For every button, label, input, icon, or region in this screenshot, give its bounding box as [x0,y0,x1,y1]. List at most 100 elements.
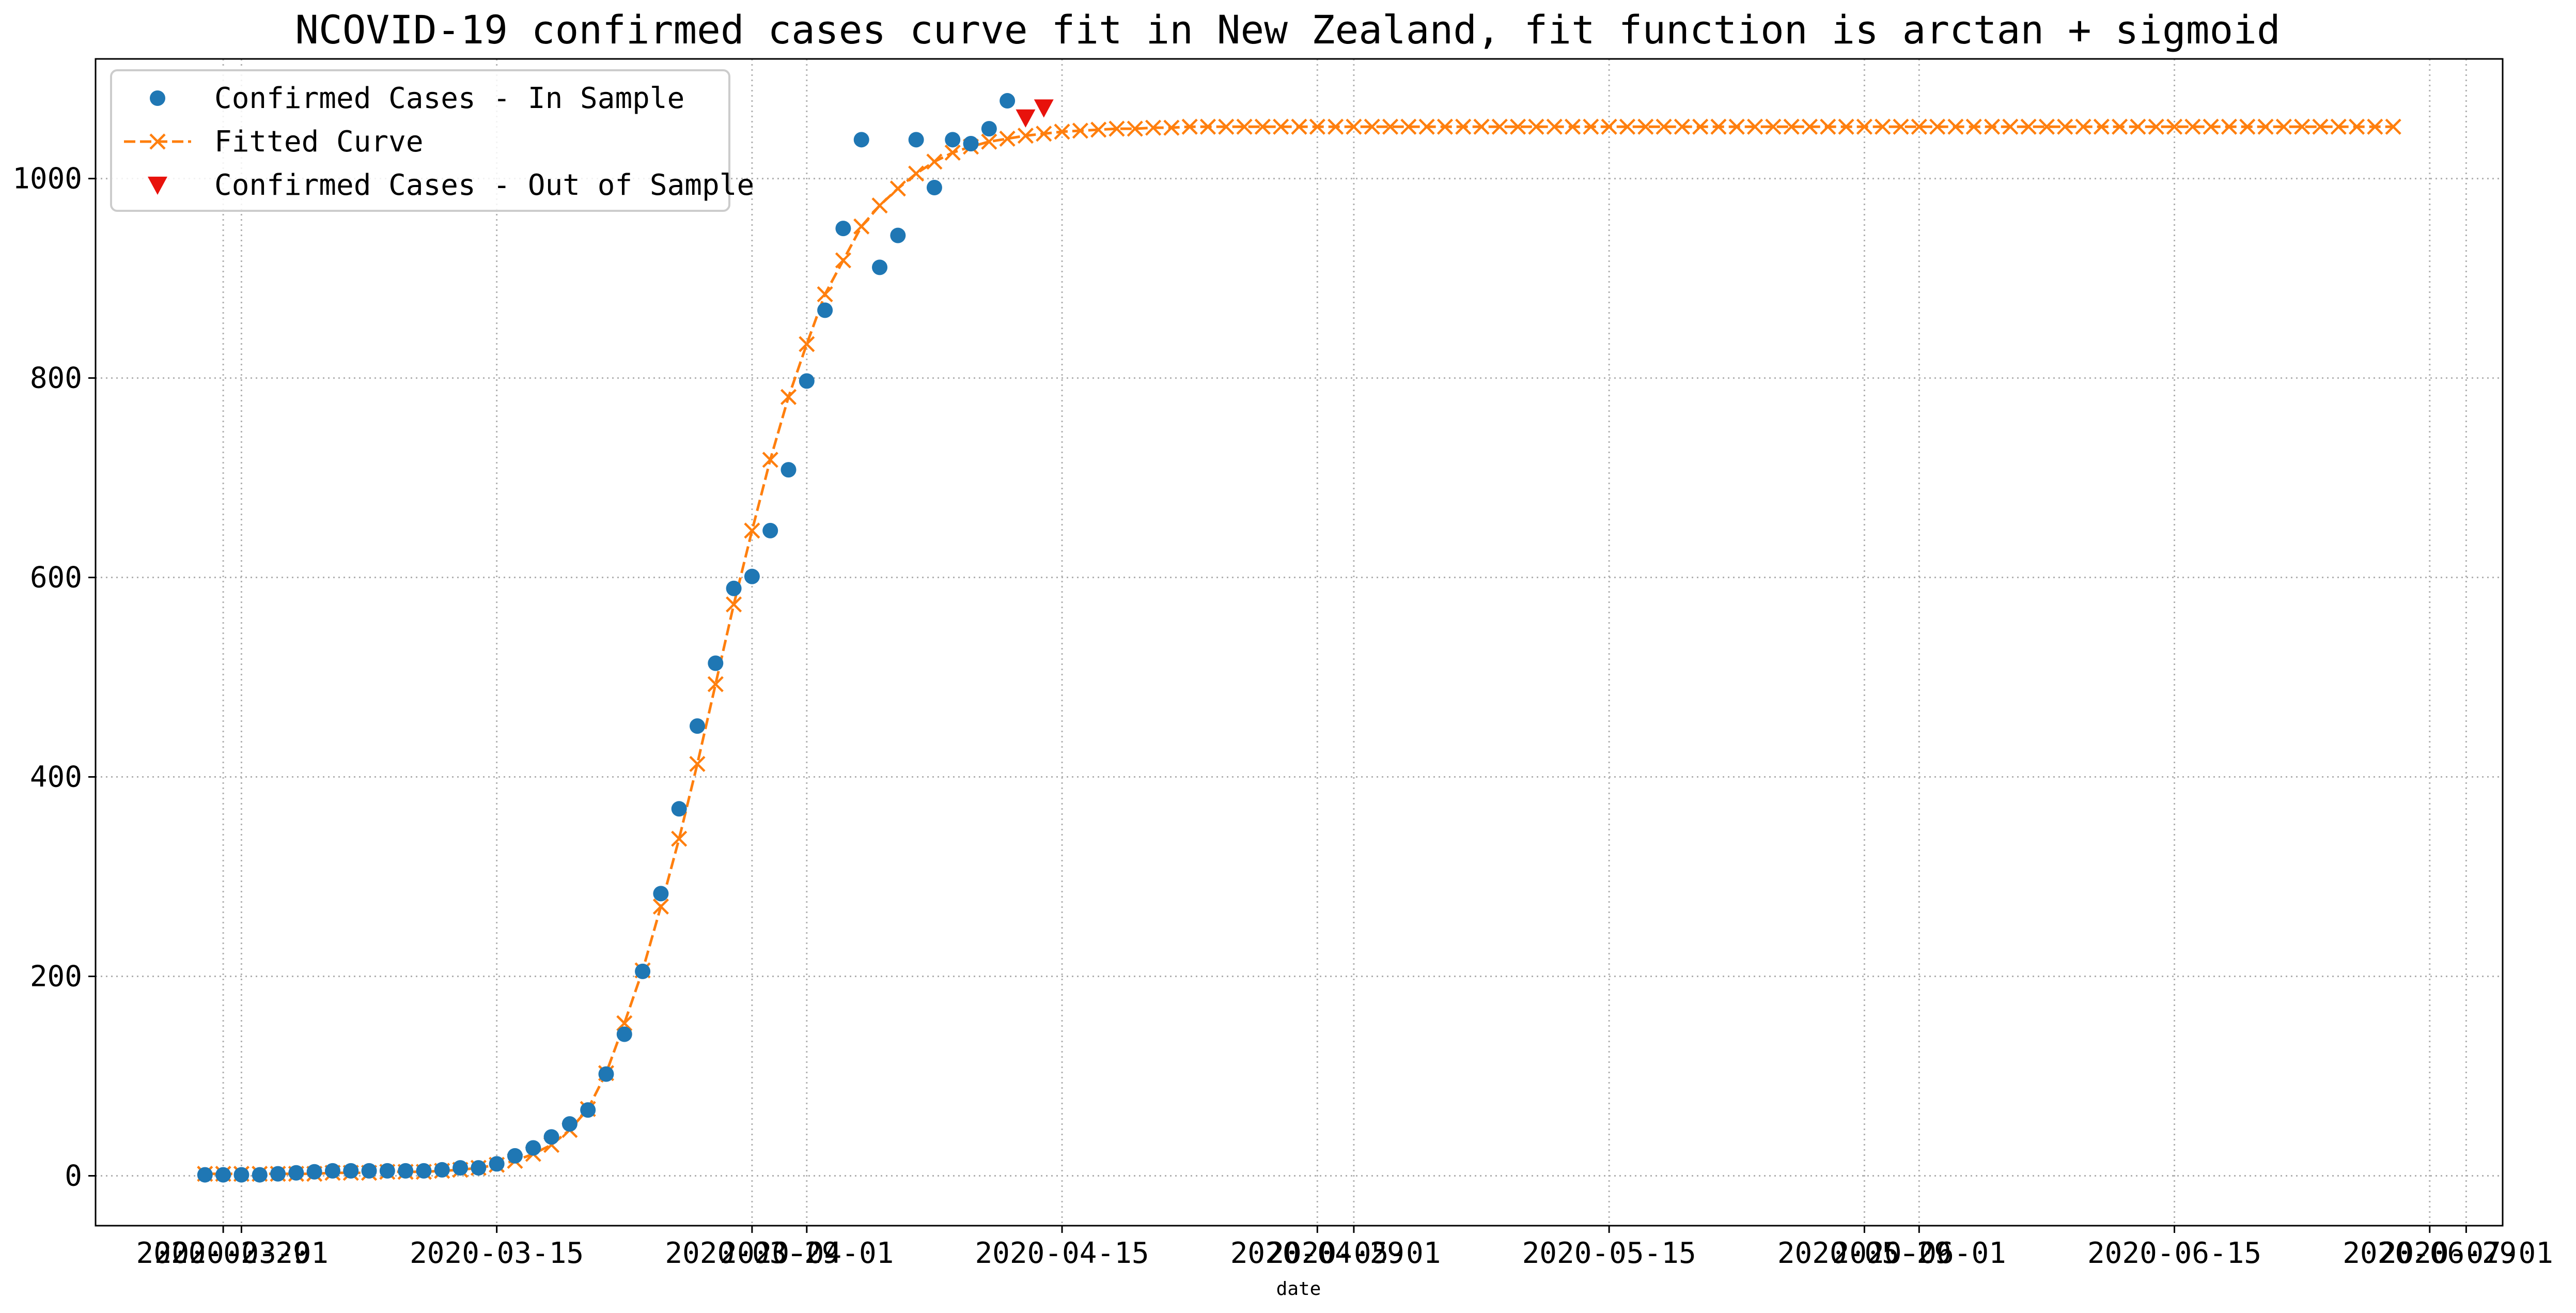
fitted-curve-marker [999,130,1016,147]
fitted-curve-marker [944,144,961,161]
x-tick-label: 2020-04-01 [720,1237,894,1270]
in-sample-point [489,1156,505,1172]
y-tick-label: 400 [30,761,82,794]
fitted-curve-marker [1218,118,1235,135]
legend: Confirmed Cases - In Sample Fitted Curve C… [110,69,754,212]
fitted-curve-marker [1856,118,1872,135]
fitted-curve-marker [1109,120,1125,137]
x-tick-label: 2020-03-01 [154,1237,329,1270]
in-sample-point [561,1116,577,1132]
fitted-curve-marker [2038,118,2055,135]
fitted-curve-marker [2184,118,2201,135]
y-tick-label: 800 [30,362,82,395]
fitted-curve-marker [2330,118,2347,135]
fitted-curve-marker [762,452,778,468]
fitted-curve-marker [2275,118,2292,135]
in-sample-point [306,1164,322,1180]
fitted-curve-marker [1765,118,1782,135]
x-tick-label: 2020-06-15 [2087,1237,2261,1270]
grid [96,59,2503,1226]
fitted-curve-marker [1491,118,1508,135]
fitted-curve-marker [1911,118,1927,135]
fitted-curve-marker [1564,118,1581,135]
in-sample-point [726,580,742,596]
fitted-curve-marker [1875,118,1891,135]
fitted-curve-marker [889,180,906,197]
x-tick-label: 2020-04-29 [1230,1237,1404,1270]
fitted-curve-marker [799,336,815,352]
fitted-curve-marker [1145,119,1162,136]
in-sample-point [471,1160,487,1176]
in-sample-point [780,462,797,478]
fitted-curve-marker [1838,118,1854,135]
x-tick-label: 2020-06-01 [1832,1237,2006,1270]
y-tick-label: 0 [65,1160,82,1193]
fitted-curve-marker [2130,118,2146,135]
fitted-curve-marker [1893,118,1909,135]
fitted-curve-marker [1965,118,1982,135]
fitted-curve-marker [1328,118,1344,135]
in-sample-point [197,1167,213,1183]
fitted-curve-marker [1254,118,1271,135]
fitted-curve-marker [1546,118,1563,135]
fitted-curve-marker [1072,122,1088,139]
series-in-sample [197,93,1016,1183]
out-of-sample-point [1016,109,1036,128]
y-tick-label: 200 [30,960,82,994]
legend-marker-fitted [149,133,166,150]
fitted-curve-marker [1364,118,1380,135]
out-of-sample-point [1034,99,1054,118]
in-sample-point [452,1160,469,1176]
fitted-curve-marker [1236,118,1253,135]
in-sample-point [343,1163,359,1179]
fitted-curve-marker [689,755,706,773]
in-sample-point [252,1167,268,1183]
fitted-curve-marker [1455,118,1472,135]
legend-item: Confirmed Cases - Out of Sample [148,168,754,202]
x-tick-label: 2020-02-29 [136,1237,310,1270]
fitted-curve-marker [1346,118,1362,135]
in-sample-point [324,1163,340,1179]
x-axis-label: date [1276,1278,1321,1300]
fitted-curve-marker [981,133,997,150]
in-sample-point [361,1163,377,1179]
in-sample-point [507,1148,523,1164]
plot-area [197,93,2401,1183]
in-sample-point [981,121,997,137]
in-sample-point [434,1162,450,1178]
fitted-curve-marker [2112,118,2128,135]
in-sample-point [835,221,851,237]
fitted-curve-marker [2057,118,2073,135]
y-tick-label: 1000 [12,162,82,196]
fitted-curve-marker [1674,118,1690,135]
chart-title: NCOVID-19 confirmed cases curve fit in N… [295,7,2281,53]
fitted-curve-marker [1181,118,1198,135]
fitted-curve-marker [1382,118,1399,135]
in-sample-point [817,302,833,318]
fitted-curve-marker [1017,128,1034,144]
in-sample-point [525,1140,541,1156]
fitted-curve-marker [2312,118,2329,135]
fitted-curve-marker [780,389,797,405]
fitted-curve-marker [652,898,669,915]
fitted-curve-marker [1656,118,1672,135]
in-sample-point [762,522,778,538]
fitted-curve-marker [1929,118,1946,135]
in-sample-point [1000,93,1016,109]
in-sample-point [270,1166,286,1182]
fitted-curve-marker [1692,118,1709,135]
x-tick-label: 2020-07-01 [2379,1237,2553,1270]
x-tick-label: 2020-03-15 [410,1237,584,1270]
fitted-curve-marker [1728,118,1745,135]
fitted-curve-marker [1637,118,1654,135]
fitted-curve-marker [1273,118,1289,135]
fitted-curve-marker [1583,118,1599,135]
fitted-curve-marker [1947,118,1964,135]
y-tick-label: 600 [30,561,82,595]
fitted-curve-marker [616,1015,633,1031]
in-sample-point [708,655,724,671]
fitted-curve-marker [1510,118,1526,135]
series-out-of-sample [1016,99,1054,128]
